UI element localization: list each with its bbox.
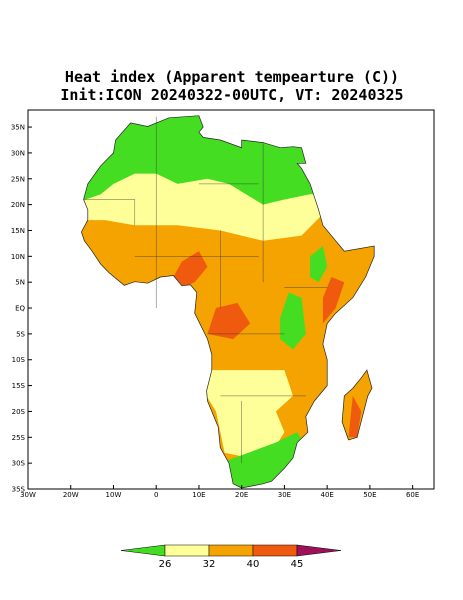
x-tick-label: 60E (406, 491, 419, 499)
zone-hot-red (348, 395, 362, 438)
colorbar-under (120, 544, 166, 557)
x-tick-label: 40E (320, 491, 333, 499)
zone-warm (198, 370, 293, 458)
y-tick-label: 5S (16, 330, 25, 338)
x-tick-label: 10E (192, 491, 205, 499)
colorbar-label: 45 (291, 559, 304, 570)
x-tick-label: 20E (235, 491, 248, 499)
border (83, 199, 136, 226)
x-tick-label: 30E (278, 491, 291, 499)
colorbar-box (208, 544, 254, 557)
x-tick-label: 10W (106, 491, 122, 499)
map-area (81, 115, 375, 489)
y-tick-label: 30S (12, 460, 26, 468)
y-tick-label: 10S (12, 356, 26, 364)
zone-hot-red (322, 277, 345, 324)
y-tick-label: 35S (12, 486, 26, 494)
x-tick-label: 50E (363, 491, 376, 499)
map-frame (27, 109, 435, 490)
subtitle: Init:ICON 20240322-00UTC, VT: 20240325 (60, 86, 403, 104)
zone-cool (310, 246, 328, 283)
zone-hot-red (173, 251, 208, 288)
y-tick-label: EQ (15, 305, 25, 313)
x-tick-label: 20W (63, 491, 79, 499)
zone-cool (220, 432, 311, 488)
y-tick-label: 5N (15, 279, 25, 287)
x-tick-label: 0 (154, 491, 158, 499)
y-tick-label: 15N (11, 227, 25, 235)
colorbar-box (164, 544, 210, 557)
y-tick-label: 15S (12, 382, 26, 390)
zone-cool (280, 292, 306, 350)
colorbar-over (296, 544, 342, 557)
y-tick-label: 25S (12, 434, 26, 442)
y-tick-label: 10N (11, 253, 25, 261)
y-tick-label: 30N (11, 149, 25, 157)
x-tick-label: 30W (20, 491, 36, 499)
colorbar-label: 26 (159, 559, 172, 570)
zone-hot-red (207, 302, 251, 340)
y-tick-label: 20S (12, 408, 26, 416)
colorbar-box (252, 544, 298, 557)
colorbar-label: 32 (203, 559, 216, 570)
colorbar-label: 40 (247, 559, 260, 570)
y-tick-label: 25N (11, 175, 25, 183)
coastline (341, 369, 373, 441)
y-tick-label: 35N (11, 124, 25, 132)
coastline (81, 115, 375, 489)
y-tick-label: 20N (11, 201, 25, 209)
title: Heat index (Apparent tempearture (C)) (65, 68, 399, 86)
